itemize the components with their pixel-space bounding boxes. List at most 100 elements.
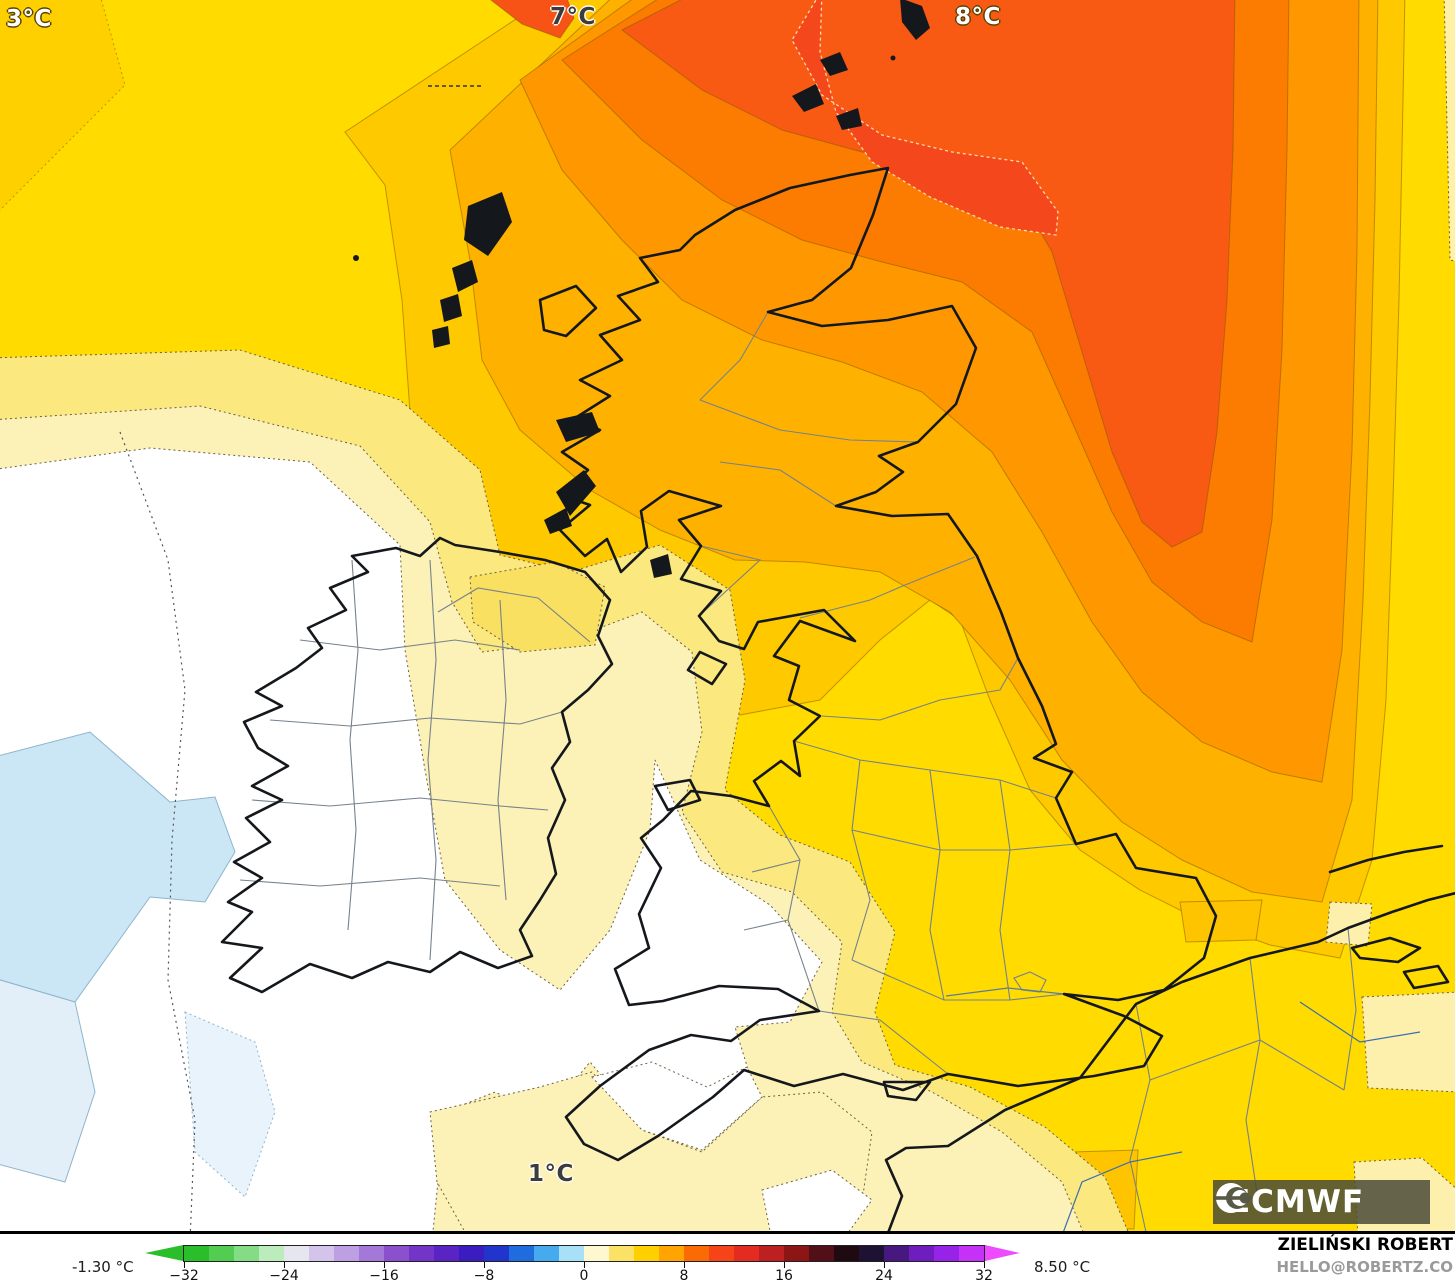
coastline-continent [884,891,1455,1231]
colorbar-segment [709,1246,734,1261]
island-rhine-delta-2 [1402,964,1450,990]
colorbar-body [183,1245,985,1262]
contour-band-red-tip [490,0,575,39]
island-arran [650,554,672,578]
contour-patch-gold-france-1 [1179,899,1263,943]
colorbar-segment [434,1246,459,1261]
island-skye [538,284,598,338]
colorbar-segment [884,1246,909,1261]
colorbar-tick: −32 [169,1262,199,1283]
colorbar-tick-label: −32 [169,1268,199,1284]
colorbar-segment [284,1246,309,1261]
coastlines [220,166,1455,1231]
island-uist-2 [440,294,462,322]
island-rhine-delta-1 [1350,936,1422,964]
contour-band-pale-blue-2 [0,979,96,1183]
coastline-wadden-islands [1328,844,1444,874]
colorbar-segment [659,1246,684,1261]
colorbar-segment [934,1246,959,1261]
island-mull [556,412,600,442]
colorbar-tick-label: 16 [775,1268,793,1284]
colorbar-segment [784,1246,809,1261]
river-france [1063,1151,1183,1231]
island-isle-of-man [686,650,728,686]
colorbar-segment [734,1246,759,1261]
cool-contour-bands [0,349,1455,1231]
contour-hole-white-1 [591,1061,763,1151]
colorbar-tick-label: 32 [975,1268,993,1284]
temperature-contour-svg [0,0,1455,1231]
ecmwf-logo: ECMWF [1213,1180,1430,1224]
colorbar-segment [909,1246,934,1261]
colorbar-segment [809,1246,834,1261]
colorbar-segment [959,1246,984,1261]
island-north-rona [353,255,359,261]
contour-patch-pale-right-1 [1325,901,1373,947]
island-jura [556,470,596,516]
colorbar-tick: 16 [775,1262,793,1283]
colorbar-tick: 8 [680,1262,688,1283]
colorbar-segment [309,1246,334,1261]
colorbar-segment [409,1246,434,1261]
attribution-name: ZIELIŃSKI ROBERT [1277,1235,1453,1255]
contour-hole-white-2 [761,1169,873,1231]
colorbar-segment [759,1246,784,1261]
colorbar-segment [459,1246,484,1261]
coastline-great-britain [558,166,1218,1162]
island-uist-1 [452,260,478,292]
colorbar-tick-label: −24 [269,1268,299,1284]
colorbar-min-value: -1.30 °C [72,1258,134,1276]
colorbar-segment [684,1246,709,1261]
island-orkney-2 [820,52,848,76]
colorbar-max-value: 8.50 °C [1034,1258,1091,1276]
attribution: ZIELIŃSKI ROBERT HELLO@ROBERTZ.CO [1276,1237,1453,1275]
island-orkney-3 [836,108,862,130]
colorbar-tick: −8 [474,1262,494,1283]
colorbar-tick: −24 [269,1262,299,1283]
contour-band-orange-red [621,0,1236,548]
contour-label-7c: 7°C [550,4,596,30]
island-anglesey [653,778,702,812]
colorbar-segment [259,1246,284,1261]
warm-contour-bands [0,0,1455,1230]
island-fair-isle [890,55,896,61]
colorbar-segment [384,1246,409,1261]
colorbar-segment [609,1246,634,1261]
contour-label-8c: 8°C [955,4,1001,30]
colorbar-tick: 0 [580,1262,588,1283]
rivers [945,987,1421,1231]
ecmwf-logo-icon [1214,1183,1252,1213]
contour-label-3c: 3°C [6,6,52,32]
colorbar-segment [184,1246,209,1261]
colorbar-segment [234,1246,259,1261]
cold-sea-patches [0,731,276,1198]
colorbar-segment [559,1246,584,1261]
contour-band-pale-right-strip [1443,0,1455,262]
colorbar-segment [534,1246,559,1261]
coastline-ireland [220,536,614,994]
island-isle-of-wight [882,1080,932,1102]
colorbar-tick: 24 [875,1262,893,1283]
weather-map: 3°C 7°C 8°C 1°C ECMWF [0,0,1455,1234]
island-barra [432,326,450,348]
small-islands [353,0,930,578]
colorbar-ticks: −32 −24 −16 −8 0 8 16 24 32 [169,1262,993,1286]
ecmwf-logo-text: ECMWF [1229,1183,1365,1220]
colorbar-tick-label: 0 [579,1268,589,1284]
colorbar-tick: 32 [975,1262,993,1283]
colorbar-segment [859,1246,884,1261]
colorbar-segment [834,1246,859,1261]
contour-band-south-pale [429,1071,873,1231]
colorbar-left-arrow [145,1245,183,1261]
colorbar-right-arrow [985,1245,1020,1261]
attribution-contact: HELLO@ROBERTZ.CO [1276,1258,1453,1276]
colorbar-segment [509,1246,534,1261]
island-lewis [464,192,512,256]
admin-borders [239,311,1357,1231]
colorbar-segment [484,1246,509,1261]
colorbar-tick-label: 8 [679,1268,689,1284]
contour-band-gold-corner [0,0,126,211]
colorbar-segment [584,1246,609,1261]
contour-patch-pale-right-2 [1361,991,1455,1093]
